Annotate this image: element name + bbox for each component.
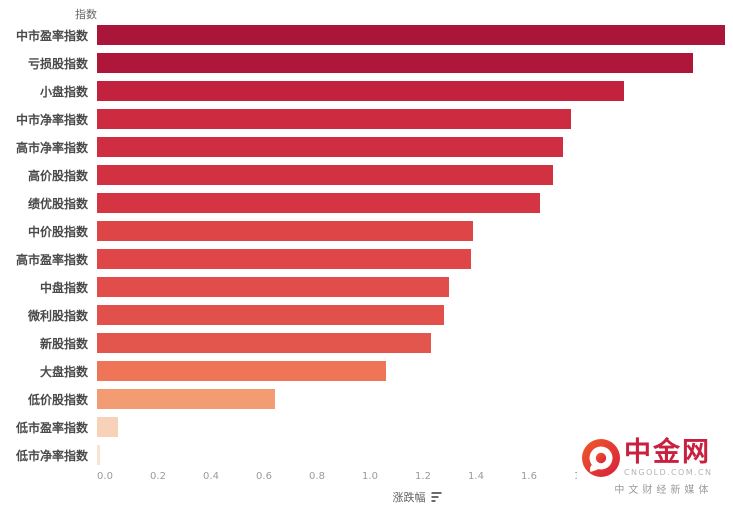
bar[interactable] [97, 193, 540, 213]
bar-label: 小盘指数 [39, 84, 88, 99]
bar-label: 高市盈率指数 [15, 252, 88, 267]
bar-row: 高市盈率指数 [0, 245, 733, 273]
bar-track [97, 109, 733, 129]
x-axis-label-text: 涨跌幅 [392, 491, 426, 504]
bar-track [97, 389, 733, 409]
bar-row: 高价股指数 [0, 161, 733, 189]
bar-row: 微利股指数 [0, 301, 733, 329]
watermark-tagline: 中文财经新媒体 [614, 485, 713, 496]
watermark: 中金网 CNGOLD.COM.CN 中文财经新媒体 [577, 436, 717, 500]
bar[interactable] [97, 221, 474, 241]
bar-track [97, 417, 733, 437]
bar-row: 绩优股指数 [0, 189, 733, 217]
bar[interactable] [97, 109, 572, 129]
bar[interactable] [97, 165, 553, 185]
bar-track [97, 25, 733, 45]
watermark-domain: CNGOLD.COM.CN [624, 468, 713, 478]
x-tick-label: 1.0 [362, 471, 378, 482]
bar[interactable] [97, 333, 431, 353]
bar-row: 新股指数 [0, 329, 733, 357]
bar-row: 中市净率指数 [0, 105, 733, 133]
bar-track [97, 305, 733, 325]
bar[interactable] [97, 305, 445, 325]
bar-label: 高价股指数 [27, 168, 88, 183]
bar-track [97, 137, 733, 157]
bar[interactable] [97, 249, 471, 269]
x-tick-label: 0.8 [309, 471, 325, 482]
y-axis-title: 指数 [75, 8, 97, 21]
bar-track [97, 221, 733, 241]
bar-label: 低市盈率指数 [15, 420, 88, 435]
bar-label: 高市净率指数 [15, 140, 88, 155]
bar[interactable] [97, 81, 625, 101]
bar[interactable] [97, 417, 119, 437]
bar-label: 新股指数 [39, 336, 88, 351]
bar-track [97, 165, 733, 185]
bar-label: 中市净率指数 [15, 112, 88, 127]
x-tick-label: 0.0 [97, 471, 113, 482]
bar-row: 中价股指数 [0, 217, 733, 245]
cngold-logo-icon [582, 439, 620, 477]
bar-track [97, 333, 733, 353]
bar-row: 高市净率指数 [0, 133, 733, 161]
bar[interactable] [97, 389, 275, 409]
watermark-brand: 中金网 [624, 436, 711, 468]
bar-label: 中盘指数 [39, 280, 88, 295]
bar-row: 中市盈率指数 [0, 21, 733, 49]
bar[interactable] [97, 53, 694, 73]
bar-row: 大盘指数 [0, 357, 733, 385]
x-tick-label: 1.4 [468, 471, 484, 482]
bar-label: 亏损股指数 [27, 56, 88, 71]
bar[interactable] [97, 445, 100, 465]
bar[interactable] [97, 277, 450, 297]
sort-icon[interactable] [431, 492, 442, 502]
bar-track [97, 277, 733, 297]
bar-label: 中价股指数 [27, 224, 88, 239]
bar-rows: 中市盈率指数亏损股指数小盘指数中市净率指数 高市净率指数高价股指数绩优股指数中价股… [0, 21, 733, 469]
bar-label: 微利股指数 [27, 308, 88, 323]
bar-row: 亏损股指数 [0, 49, 733, 77]
x-tick-label: 1.6 [521, 471, 537, 482]
x-tick-label: 0.4 [203, 471, 219, 482]
bar[interactable] [97, 25, 726, 45]
bar-track [97, 53, 733, 73]
bar-track [97, 249, 733, 269]
x-tick-label: 1.2 [415, 471, 431, 482]
bar-track [97, 81, 733, 101]
bar-row: 低价股指数 [0, 385, 733, 413]
bar[interactable] [97, 361, 386, 381]
bar-row: 低市盈率指数 [0, 413, 733, 441]
bar-label: 大盘指数 [39, 364, 88, 379]
bar-label: 低市净率指数 [15, 448, 88, 463]
x-tick-label: 0.2 [150, 471, 166, 482]
bar-row: 低市净率指数 [0, 441, 733, 469]
bar-row: 中盘指数 [0, 273, 733, 301]
bar-label: 中市盈率指数 [15, 28, 88, 43]
bar-label: 低价股指数 [27, 392, 88, 407]
x-tick-label: 0.6 [256, 471, 272, 482]
bar-track [97, 361, 733, 381]
bar-label: 绩优股指数 [27, 196, 88, 211]
bar-row: 小盘指数 [0, 77, 733, 105]
bar-track [97, 193, 733, 213]
bar-track [97, 445, 733, 465]
bar[interactable] [97, 137, 564, 157]
x-axis-label: 涨跌幅 [393, 489, 442, 505]
